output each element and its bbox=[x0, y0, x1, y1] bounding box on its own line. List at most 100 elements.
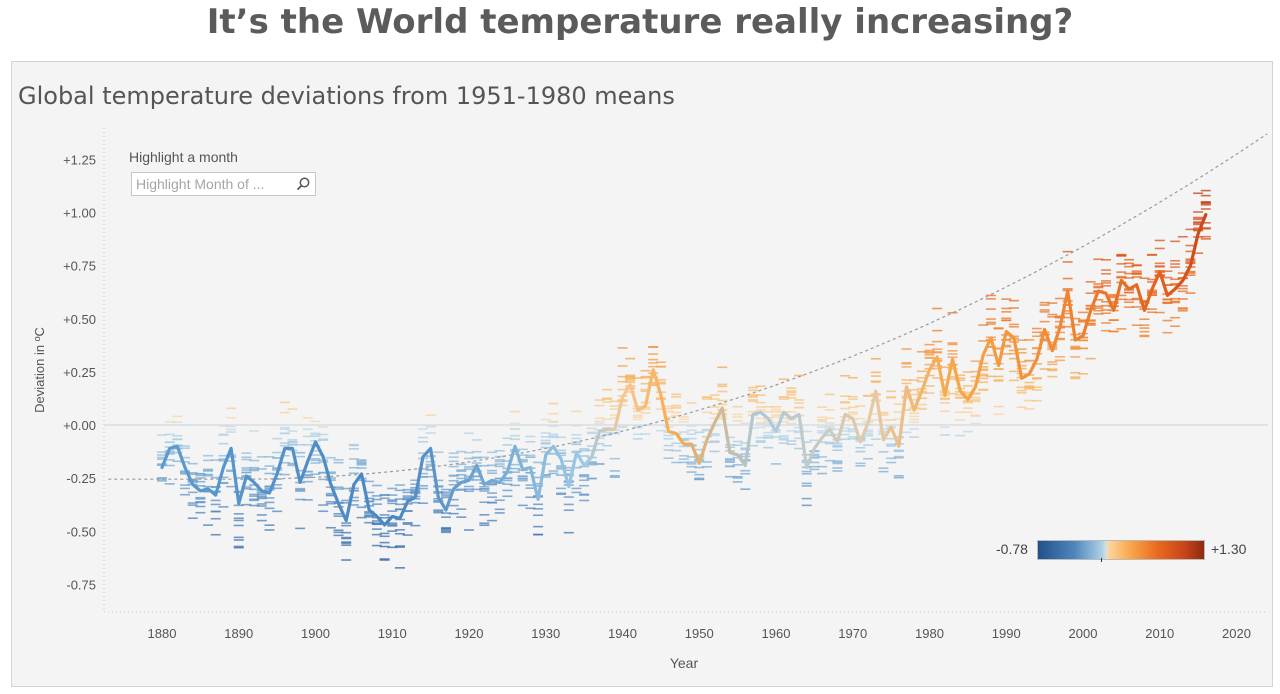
y-tick-label: -0.75 bbox=[66, 577, 96, 592]
y-tick-label: +0.75 bbox=[63, 259, 96, 274]
data-point bbox=[329, 483, 333, 487]
data-point bbox=[1173, 287, 1177, 291]
data-point bbox=[567, 485, 571, 489]
data-point bbox=[559, 457, 563, 461]
data-point bbox=[375, 514, 379, 518]
data-point bbox=[590, 455, 594, 459]
data-point bbox=[613, 427, 617, 431]
data-point bbox=[904, 385, 908, 389]
data-point bbox=[743, 463, 747, 467]
x-tick-label: 2020 bbox=[1222, 626, 1251, 641]
x-tick-label: 1910 bbox=[378, 626, 407, 641]
series-line bbox=[160, 213, 1208, 527]
data-point bbox=[966, 398, 970, 402]
data-point bbox=[621, 395, 625, 399]
data-point bbox=[183, 466, 187, 470]
highlight-search-box[interactable] bbox=[131, 172, 316, 196]
page-title: It’s the World temperature really increa… bbox=[206, 2, 1074, 42]
data-point bbox=[337, 502, 341, 506]
data-point bbox=[175, 444, 179, 448]
y-tick-label: +0.25 bbox=[63, 365, 96, 380]
data-point bbox=[436, 495, 440, 499]
data-point bbox=[989, 336, 993, 340]
data-point bbox=[475, 463, 479, 467]
chart-title: Global temperature deviations from 1951-… bbox=[18, 82, 675, 110]
data-point bbox=[551, 444, 555, 448]
y-tick-label: +0.50 bbox=[63, 312, 96, 327]
data-point bbox=[951, 357, 955, 361]
data-point bbox=[774, 429, 778, 433]
data-point bbox=[1127, 287, 1131, 291]
data-point bbox=[835, 440, 839, 444]
data-point bbox=[605, 427, 609, 431]
data-point bbox=[482, 483, 486, 487]
data-point bbox=[244, 474, 248, 478]
data-point bbox=[674, 432, 678, 436]
data-point bbox=[1096, 289, 1100, 293]
data-point bbox=[1027, 372, 1031, 376]
data-point bbox=[344, 519, 348, 523]
data-point bbox=[398, 517, 402, 521]
data-point bbox=[843, 412, 847, 416]
data-point bbox=[1066, 289, 1070, 293]
data-point bbox=[521, 468, 525, 472]
data-point bbox=[920, 389, 924, 393]
data-point bbox=[306, 459, 310, 463]
data-point bbox=[1035, 357, 1039, 361]
data-point bbox=[705, 438, 709, 442]
y-tick-label: +1.25 bbox=[63, 152, 96, 167]
data-point bbox=[928, 368, 932, 372]
data-point bbox=[544, 453, 548, 457]
data-point bbox=[805, 466, 809, 470]
data-point bbox=[421, 455, 425, 459]
data-point bbox=[1012, 336, 1016, 340]
data-point bbox=[1004, 330, 1008, 334]
data-point bbox=[690, 442, 694, 446]
data-point bbox=[866, 421, 870, 425]
data-point bbox=[298, 480, 302, 484]
data-point bbox=[390, 514, 394, 518]
data-point bbox=[874, 389, 878, 393]
highlight-search-input[interactable] bbox=[132, 173, 300, 195]
x-tick-label: 1970 bbox=[838, 626, 867, 641]
data-point bbox=[782, 410, 786, 414]
data-point bbox=[943, 393, 947, 397]
y-tick-label: +1.00 bbox=[63, 206, 96, 221]
x-tick-label: 1960 bbox=[762, 626, 791, 641]
data-point bbox=[713, 421, 717, 425]
data-point bbox=[651, 368, 655, 372]
data-point bbox=[1043, 327, 1047, 331]
data-point bbox=[1204, 213, 1208, 217]
y-tick-label: +0.00 bbox=[63, 418, 96, 433]
data-point bbox=[267, 491, 271, 495]
data-point bbox=[367, 508, 371, 512]
legend-min-label: -0.78 bbox=[996, 541, 1028, 557]
data-point bbox=[1142, 308, 1146, 312]
data-point bbox=[513, 444, 517, 448]
search-icon[interactable] bbox=[295, 176, 311, 192]
data-point bbox=[636, 408, 640, 412]
x-tick-label: 2000 bbox=[1069, 626, 1098, 641]
data-point bbox=[597, 429, 601, 433]
data-point bbox=[459, 480, 463, 484]
data-point bbox=[505, 470, 509, 474]
data-point bbox=[981, 353, 985, 357]
x-tick-label: 1980 bbox=[915, 626, 944, 641]
data-point bbox=[974, 385, 978, 389]
data-point bbox=[736, 453, 740, 457]
data-point bbox=[1073, 338, 1077, 342]
data-point bbox=[1188, 264, 1192, 268]
x-tick-label: 1950 bbox=[685, 626, 714, 641]
data-point bbox=[1150, 287, 1154, 291]
data-point bbox=[360, 472, 364, 476]
data-point bbox=[498, 480, 502, 484]
data-point bbox=[290, 446, 294, 450]
data-point bbox=[1165, 293, 1169, 297]
data-point bbox=[659, 393, 663, 397]
data-point bbox=[452, 487, 456, 491]
data-point bbox=[283, 446, 287, 450]
data-point bbox=[1119, 279, 1123, 283]
highlight-label: Highlight a month bbox=[129, 149, 238, 165]
data-point bbox=[528, 466, 532, 470]
